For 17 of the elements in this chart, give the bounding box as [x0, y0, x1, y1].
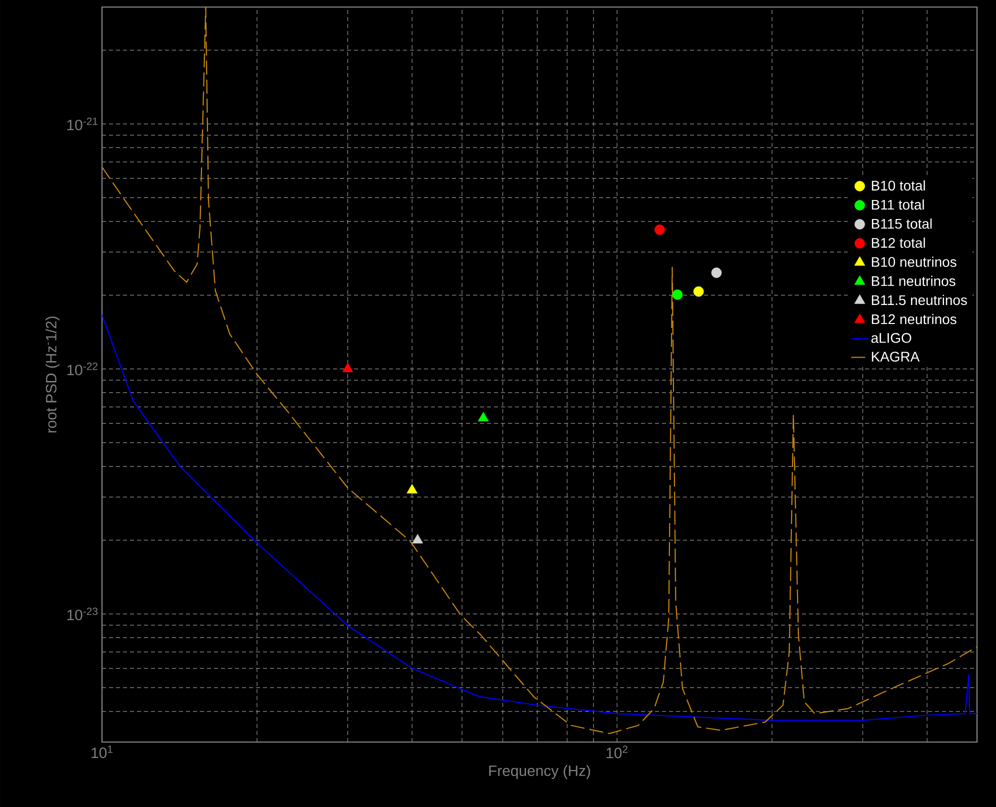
legend-label: B10 total	[872, 180, 925, 191]
legend-label: aLIGO	[871, 333, 912, 343]
y-tick-label: 10$^{-22}$	[67, 362, 98, 376]
x-tick-label: 10$^{1}$	[92, 746, 112, 758]
legend-label: B11 neutrinos	[872, 276, 956, 286]
legend-label: B115 total	[872, 218, 932, 229]
legend-label: B10 neutrinos	[872, 256, 956, 267]
legend-label: B11.5 neutrinos	[872, 294, 967, 306]
legend-label: B11 total	[872, 199, 924, 210]
legend-label: B12 total	[872, 238, 925, 248]
y-tick-label: 10$^{-23}$	[67, 608, 98, 620]
x-axis-title: Frequency (Hz)	[489, 765, 590, 779]
legend-label: B12 neutrinos	[872, 314, 956, 324]
x-tick-label: 10$^{2}$	[606, 746, 628, 758]
legend-label: KAGRA	[872, 352, 920, 362]
y-axis-title: root PSD (Hz$^{-}$1/2)	[45, 316, 60, 432]
y-tick-label: 10$^{-21}$	[67, 118, 98, 130]
